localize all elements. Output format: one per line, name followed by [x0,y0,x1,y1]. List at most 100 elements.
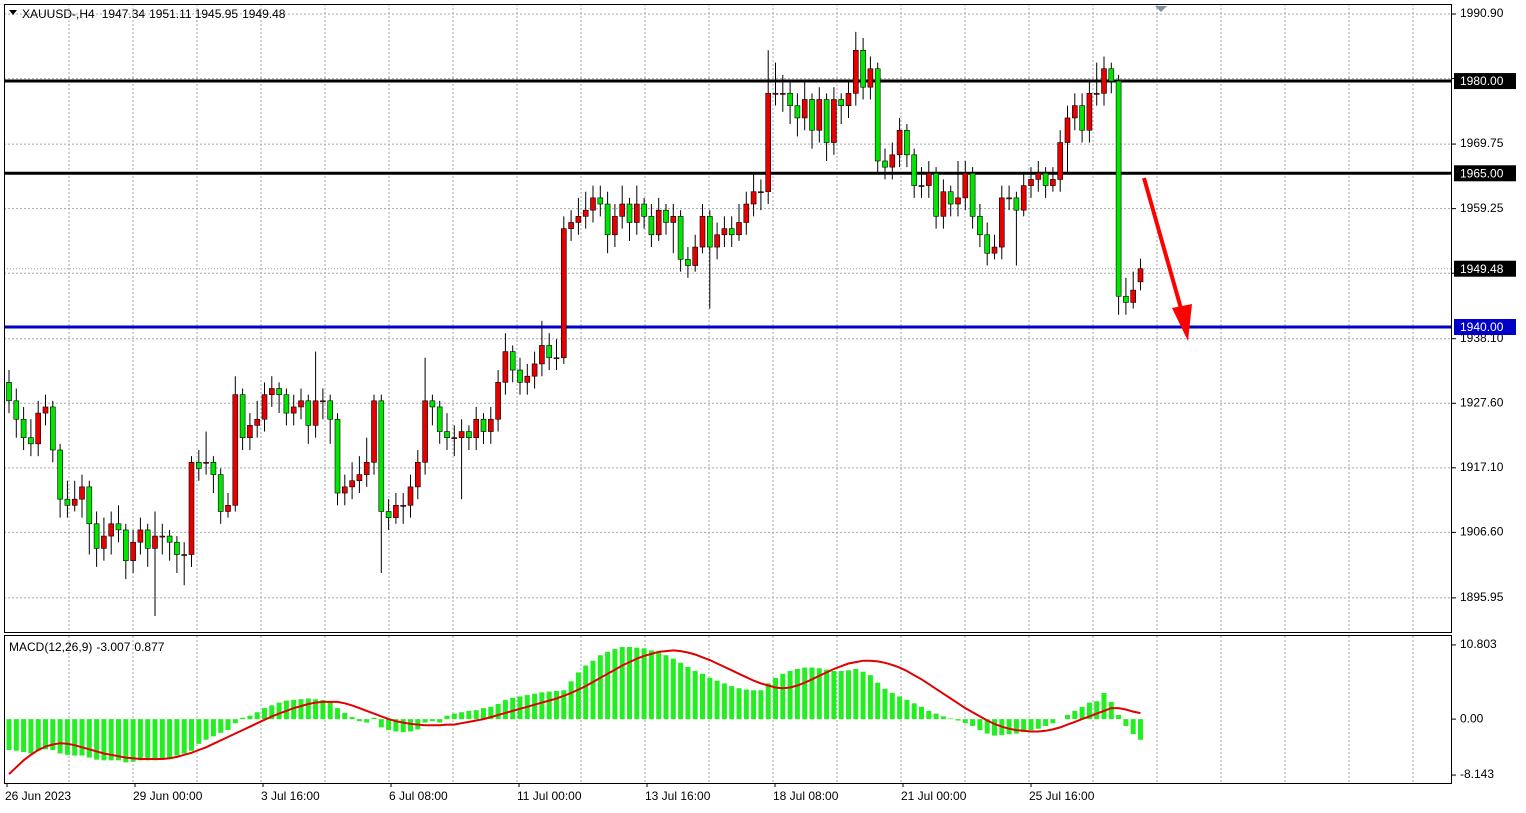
candle-body [458,431,465,438]
candle-body [560,228,567,359]
macd-bar [714,680,720,720]
macd-bar [189,719,194,751]
grid [4,4,1452,783]
candle-body [429,400,436,408]
macd-bar [247,715,253,720]
macd-bar [875,682,881,720]
candle-body [1035,172,1042,180]
macd-bar [824,669,830,720]
macd-bar [940,716,946,720]
candle-body [553,357,560,360]
candle-body [1006,197,1012,200]
candle-body [1137,268,1144,283]
macd-bar [6,719,12,751]
macd-bar [21,719,27,753]
candle-body [831,99,837,143]
macd-bar [853,668,859,720]
price-box [1454,165,1516,182]
macd-bar [210,719,216,737]
candle-body [466,431,472,438]
candle-body [20,418,27,438]
macd-bar [159,719,165,759]
candle-body [663,209,669,223]
candle-body [1108,68,1115,82]
macd-bar [72,719,78,756]
candle-body [779,93,786,95]
candle-body [604,203,611,236]
candle-body [998,197,1005,248]
macd-bar [554,690,559,720]
candle-body [619,203,626,217]
macd-bar [203,719,209,740]
candle-body [1093,93,1100,95]
macd-bar [254,712,260,720]
macd-bar [422,719,428,723]
candle-body [115,523,122,531]
candle-body [495,382,501,420]
macd-bar [590,660,596,720]
macd-bar [50,719,56,751]
macd-bar [758,690,764,720]
candle-body [137,529,144,543]
candle-body [845,93,852,106]
x-tick-label: 6 Jul 08:00 [389,789,448,803]
candle-body [422,400,428,463]
candle-body [969,172,976,217]
candle-body [480,418,487,432]
candle-body [188,461,195,555]
candle-body [1057,142,1063,180]
candle-body [232,394,239,506]
candle-body [801,99,808,119]
macd-bar [1108,701,1114,720]
macd-bar [320,699,326,720]
macd-bar [218,719,224,733]
macd-bar [685,666,691,720]
candle-body [633,203,640,223]
macd-bar [1065,714,1070,720]
macd-bar [721,683,727,720]
candle-body [955,197,961,205]
macd-bar [1079,706,1085,720]
macd-bar [992,719,997,736]
open: 1947.34 [102,7,146,21]
macd-bar [94,719,100,760]
macd-bar [327,701,333,720]
macd-bar [473,710,479,720]
macd-bar [919,706,924,720]
candle-body [1064,117,1071,143]
macd-y-tick-label: 0.00 [1460,711,1484,725]
macd-bar [123,719,129,763]
candle-body [918,185,925,187]
macd-bar [1043,719,1049,726]
macd-bar [240,717,246,720]
candle-body [1042,172,1049,186]
candle-body [49,406,56,451]
macd-bar [335,708,340,720]
candle-body [298,400,304,408]
candle-body [896,129,903,156]
macd-bar [700,673,705,720]
candle-body [1013,197,1020,211]
macd-bar [765,683,771,720]
candle-body [276,388,282,395]
candle-body [699,216,706,248]
macd-bar [605,651,611,720]
macd-bar [108,719,114,761]
candle-body [1020,185,1027,211]
macd-bar [831,671,837,720]
macd-bar [298,699,304,720]
candle-body [1028,179,1034,186]
macd-bar [137,719,143,761]
macd-bar [867,675,873,720]
macd-bar [729,686,735,720]
candle-body [517,369,523,383]
candle-body [123,529,129,561]
candle-body [71,498,78,506]
macd-bar [751,690,757,720]
candle-body [940,191,947,217]
macd-bar [349,717,355,720]
candle-body [648,216,655,236]
candle-body [451,437,458,439]
candle-body [626,203,633,223]
macd-value: -3.007 [96,640,130,654]
